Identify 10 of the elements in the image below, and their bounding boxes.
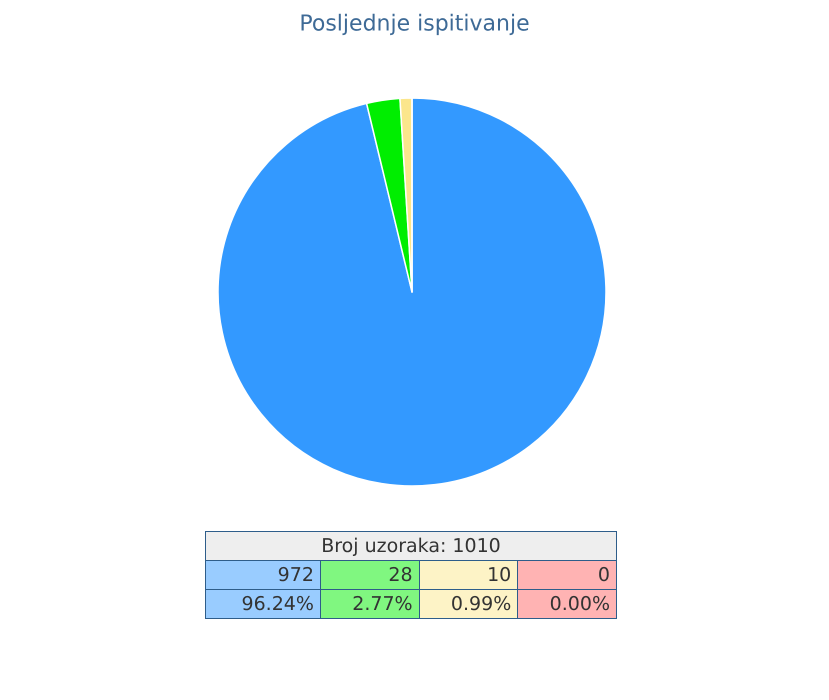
text: 0 (518, 560, 616, 590)
chart-title: Posljednje ispitivanje (299, 12, 530, 36)
text: 10 (419, 560, 518, 590)
text: 96.24% (206, 590, 320, 618)
text: 28 (320, 560, 420, 590)
text: Broj uzoraka: 1010 (206, 532, 616, 560)
text: 0.99% (419, 590, 518, 618)
text: 972 (206, 560, 320, 590)
text: 0.00% (518, 590, 616, 618)
text: 2.77% (320, 590, 420, 618)
